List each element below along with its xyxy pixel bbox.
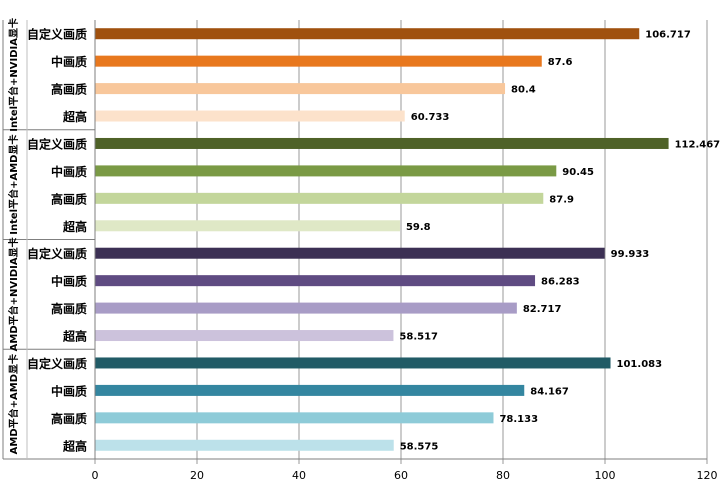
data-label: 84.167 (530, 386, 569, 397)
data-label: 82.717 (523, 304, 562, 315)
data-label: 87.9 (549, 194, 574, 205)
category-label: 自定义画质 (27, 136, 87, 151)
data-label: 99.933 (611, 249, 650, 260)
data-label: 58.575 (400, 441, 439, 452)
group-label: Intel平台+NVIDIA显卡 (7, 18, 20, 132)
bars (95, 28, 669, 451)
x-tick-label: 0 (92, 469, 99, 482)
category-label: 自定义画质 (27, 246, 87, 261)
bar[interactable] (95, 412, 494, 424)
bar[interactable] (95, 28, 640, 40)
data-label: 86.283 (541, 277, 580, 288)
data-label: 58.517 (399, 332, 438, 343)
bar[interactable] (95, 275, 536, 287)
category-labels: 自定义画质中画质高画质超高自定义画质中画质高画质超高自定义画质中画质高画质超高自… (27, 27, 87, 454)
category-label: 中画质 (51, 164, 87, 179)
x-tick-label: 100 (595, 469, 616, 482)
bar[interactable] (95, 330, 394, 342)
category-label: 高画质 (51, 191, 87, 206)
category-label: 高画质 (51, 82, 87, 97)
category-label: 自定义画质 (27, 27, 87, 42)
bar[interactable] (95, 357, 611, 369)
x-tick-label: 80 (496, 469, 510, 482)
data-label: 112.467 (675, 139, 720, 150)
x-tick-label: 120 (697, 469, 718, 482)
x-tick-labels: 0 20 40 60 80 100 120 (92, 469, 718, 482)
category-label: 自定义画质 (27, 356, 87, 371)
data-labels: 106.717 87.6 80.4 60.733 112.467 90.45 87.9 59.… (399, 30, 720, 453)
group-label: AMD平台+AMD显卡 (7, 354, 20, 454)
data-label: 59.8 (406, 222, 431, 233)
category-label: 超高 (62, 438, 87, 453)
bar[interactable] (95, 247, 605, 259)
category-label: 超高 (62, 329, 87, 344)
category-label: 高画质 (51, 301, 87, 316)
group-label: AMD平台+NVIDIA显卡 (7, 237, 20, 351)
group-label: Intel平台+AMD显卡 (7, 135, 20, 235)
group-labels: Intel平台+NVIDIA显卡 Intel平台+AMD显卡 AMD平台+NVIDI… (7, 18, 20, 454)
x-tick-label: 40 (292, 469, 306, 482)
bar[interactable] (95, 192, 544, 204)
category-label: 中画质 (51, 274, 87, 289)
bar[interactable] (95, 55, 542, 67)
data-label: 80.4 (511, 85, 536, 96)
bar[interactable] (95, 384, 525, 396)
x-tick-label: 60 (394, 469, 408, 482)
bar[interactable] (95, 137, 669, 149)
data-label: 78.133 (499, 414, 538, 425)
data-label: 90.45 (562, 167, 594, 178)
data-label: 101.083 (617, 359, 663, 370)
category-label: 高画质 (51, 411, 87, 426)
bar[interactable] (95, 302, 517, 314)
bar[interactable] (95, 110, 405, 122)
category-label: 中画质 (51, 383, 87, 398)
data-label: 87.6 (548, 57, 573, 68)
bar[interactable] (95, 220, 400, 232)
bar[interactable] (95, 83, 506, 95)
bar[interactable] (95, 439, 394, 451)
data-label: 60.733 (411, 112, 450, 123)
data-label: 106.717 (645, 30, 691, 41)
bar[interactable] (95, 165, 557, 177)
x-tick-label: 20 (190, 469, 204, 482)
category-label: 超高 (62, 219, 87, 234)
category-label: 中画质 (51, 54, 87, 69)
category-label: 超高 (62, 109, 87, 124)
